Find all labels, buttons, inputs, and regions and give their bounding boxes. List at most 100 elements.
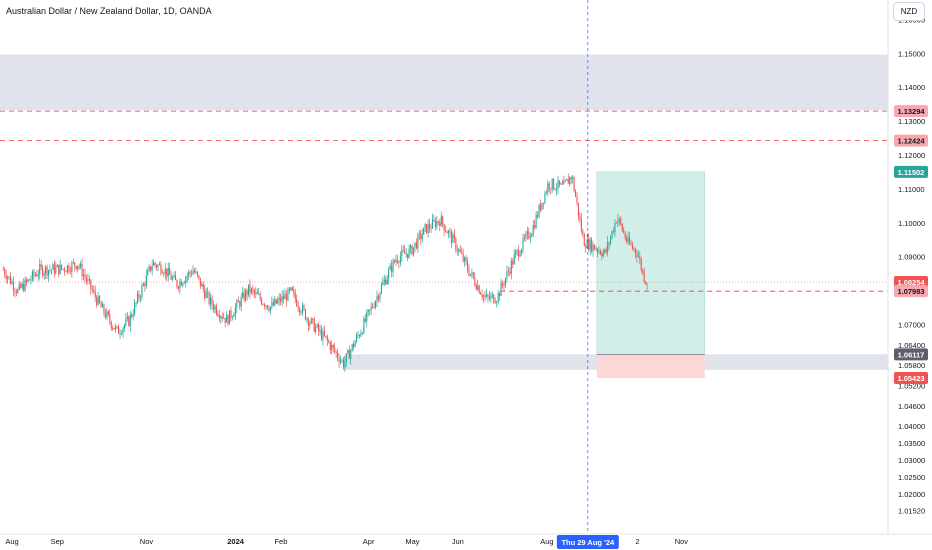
time-tick-label: Sep xyxy=(51,537,64,546)
candle-body xyxy=(185,277,187,283)
candle xyxy=(541,202,543,212)
candle-body xyxy=(239,302,241,307)
candle xyxy=(531,232,533,238)
candle xyxy=(34,272,36,278)
candle-body xyxy=(31,271,33,280)
candle-body xyxy=(153,262,155,266)
candle-body xyxy=(147,270,149,276)
candle xyxy=(488,290,490,301)
candle-body xyxy=(611,230,613,238)
currency-button[interactable]: NZD xyxy=(893,2,925,21)
candle-body xyxy=(50,269,52,271)
price-tick-label: 1.07000 xyxy=(898,321,925,330)
chart-title: Australian Dollar / New Zealand Dollar, … xyxy=(6,6,212,16)
candle xyxy=(161,269,163,275)
candle-body xyxy=(469,273,471,276)
candle-body xyxy=(91,289,93,291)
candle-body xyxy=(645,281,647,283)
candle-body xyxy=(215,306,217,314)
candle-body xyxy=(446,231,448,234)
candle xyxy=(296,294,298,307)
candle xyxy=(334,342,336,354)
candle-body xyxy=(513,254,515,265)
candle-body xyxy=(529,236,531,239)
candle-body xyxy=(198,275,200,278)
candle-body xyxy=(398,261,400,263)
candle xyxy=(158,261,161,266)
candle xyxy=(64,266,66,277)
candle-body xyxy=(77,265,79,270)
candle-body xyxy=(7,277,9,280)
candle xyxy=(139,294,142,304)
candle xyxy=(459,245,461,253)
candle-body xyxy=(423,227,425,235)
candle xyxy=(337,348,339,362)
position-loss-zone xyxy=(596,354,705,378)
candle xyxy=(483,294,485,303)
candle-body xyxy=(617,219,619,223)
candle-body xyxy=(377,296,380,300)
candle-body xyxy=(277,300,279,304)
candle xyxy=(132,308,134,321)
candle-body xyxy=(575,190,577,197)
candle-body xyxy=(262,304,264,306)
candle-body xyxy=(310,318,312,324)
candle-body xyxy=(245,290,247,300)
candle-body xyxy=(331,344,333,350)
candle xyxy=(627,231,629,245)
candle xyxy=(303,303,305,312)
candle-body xyxy=(642,269,644,272)
candle-body xyxy=(230,310,232,318)
candle xyxy=(593,244,596,250)
candle xyxy=(172,275,174,282)
candle-body xyxy=(99,296,101,303)
candle xyxy=(631,241,634,251)
candle xyxy=(24,276,26,293)
candle xyxy=(563,175,565,185)
price-tick-label: 1.13000 xyxy=(898,117,925,126)
candle xyxy=(43,270,45,280)
candle xyxy=(271,296,273,310)
candle xyxy=(288,287,290,295)
candle-body xyxy=(112,327,114,329)
candle xyxy=(45,265,47,279)
candle-body xyxy=(155,265,158,268)
candle xyxy=(373,302,375,309)
candle xyxy=(253,288,255,299)
candle-body xyxy=(303,305,305,310)
candle xyxy=(129,311,131,332)
candle xyxy=(412,246,415,257)
candle xyxy=(477,279,479,292)
candle xyxy=(643,267,645,284)
candle-body xyxy=(211,297,213,306)
candle-body xyxy=(572,177,574,179)
candle xyxy=(408,244,410,259)
candle xyxy=(464,256,466,267)
candle-body xyxy=(134,303,136,315)
candle xyxy=(503,280,505,291)
candle-body xyxy=(23,283,25,291)
candle-body xyxy=(639,256,641,260)
candle-body xyxy=(525,233,527,239)
candle-body xyxy=(218,315,220,318)
candle-body xyxy=(612,230,615,232)
candle xyxy=(196,271,198,279)
price-badge-level xyxy=(894,105,928,118)
candle-body xyxy=(233,315,235,317)
candle-body xyxy=(115,326,117,330)
candle-body xyxy=(583,235,585,247)
candle-body xyxy=(264,304,266,307)
candle xyxy=(443,223,445,236)
candle xyxy=(551,177,553,193)
candle xyxy=(621,223,623,233)
time-tick-label: Aug xyxy=(540,537,553,546)
long-position-tool[interactable] xyxy=(596,171,706,378)
price-badge-label: 1.07983 xyxy=(897,287,924,296)
candle xyxy=(100,300,102,308)
candle-body xyxy=(484,295,486,297)
candle-body xyxy=(160,264,162,274)
candle-body xyxy=(455,238,457,250)
candle xyxy=(347,349,349,355)
